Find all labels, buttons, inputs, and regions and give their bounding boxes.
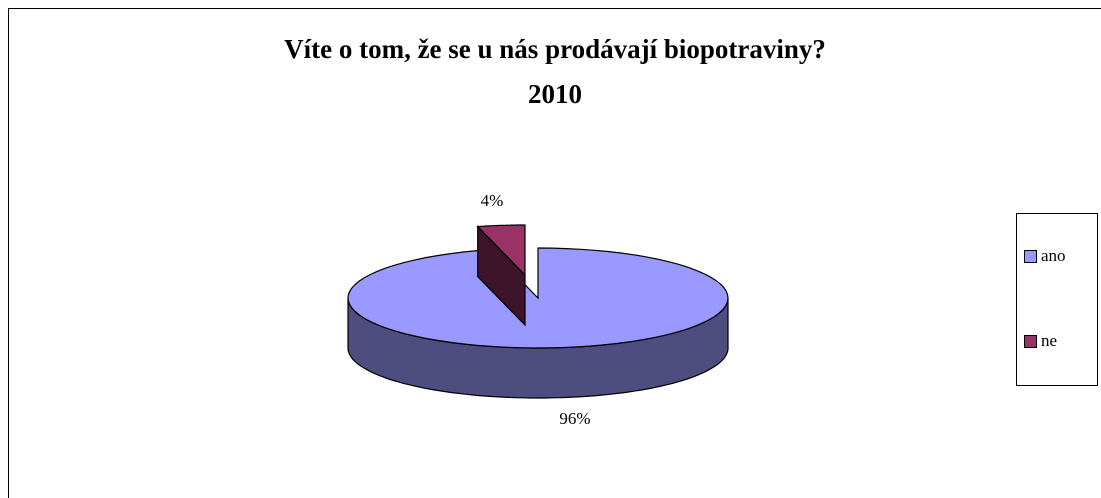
legend-box: [1016, 213, 1098, 386]
pie-slice: [476, 224, 526, 277]
legend-label: ano: [1041, 246, 1066, 265]
pie-slice: [347, 247, 729, 349]
chart-title: Víte o tom, že se u nás prodávají biopot…: [284, 34, 826, 64]
legend-label: ne: [1041, 331, 1057, 350]
chart-subtitle: 2010: [528, 79, 582, 109]
legend-swatch: [1024, 250, 1037, 263]
legend-swatch: [1024, 335, 1037, 348]
data-label: 4%: [481, 191, 504, 210]
data-label: 96%: [559, 409, 590, 428]
